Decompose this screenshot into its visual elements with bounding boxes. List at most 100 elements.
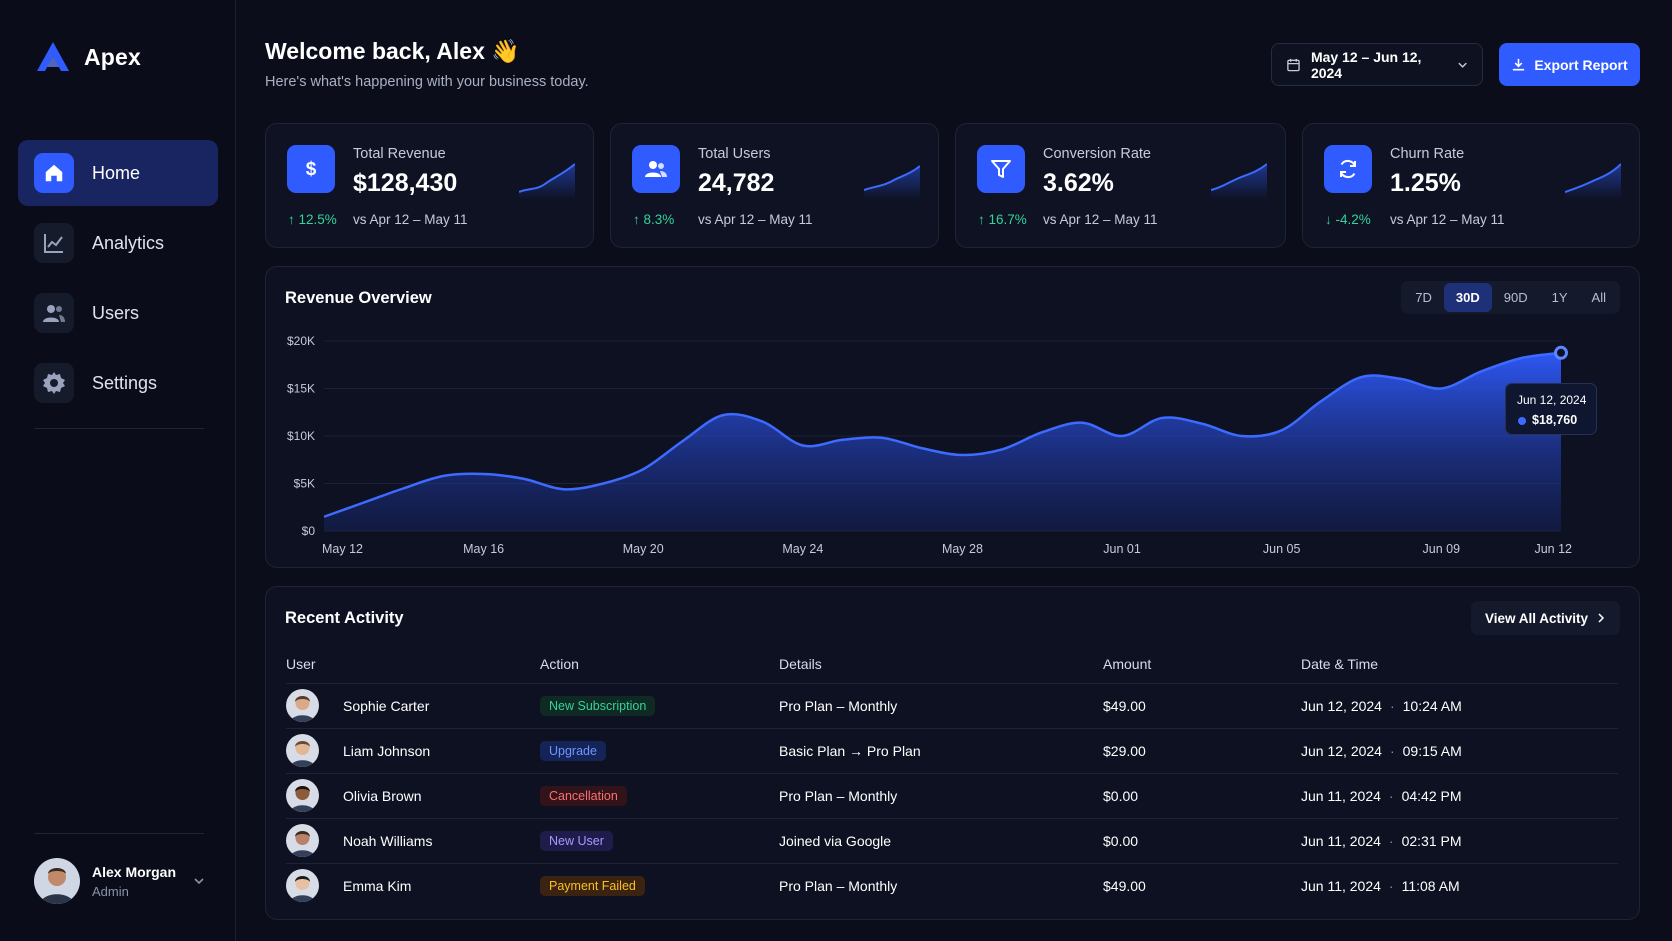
user-name[interactable]: Noah Williams (343, 832, 433, 849)
dollar-icon: $ (287, 145, 335, 193)
datetime-cell: Jun 11, 2024 · 04:42 PM (1301, 773, 1618, 819)
user-name[interactable]: Emma Kim (343, 877, 412, 894)
column-header[interactable]: Amount (1103, 653, 1301, 684)
details-cell: Basic Plan → Pro Plan (779, 728, 1103, 774)
status-badge: Upgrade (540, 740, 606, 761)
tooltip-dot (1518, 417, 1526, 425)
kpi-comparison: vs Apr 12 – May 11 (1043, 212, 1158, 227)
user-name[interactable]: Sophie Carter (343, 697, 430, 714)
amount-cell: $49.00 (1103, 683, 1301, 729)
table-row[interactable]: Olivia Brown Cancellation Pro Plan – Month… (286, 773, 1618, 819)
table-row[interactable]: Sophie Carter New Subscription Pro Plan – … (286, 683, 1618, 729)
user-cell: Noah Williams (286, 818, 540, 864)
kpi-card-churn-rate[interactable]: Churn Rate 1.25% ↓ -4.2% vs Apr 12 – May… (1302, 123, 1640, 248)
range-tabs: 7D 30D 90D 1Y All (1401, 281, 1620, 314)
separator-dot: · (1388, 787, 1394, 804)
kpi-delta: ↑ 8.3% (633, 212, 675, 227)
table-header-row: User Action Details Amount Date & Time (286, 653, 1618, 684)
sidebar-item-settings[interactable]: Settings (18, 350, 218, 416)
column-header[interactable]: Details (779, 653, 1103, 684)
column-header[interactable]: Action (540, 653, 779, 684)
kpi-card-total-users[interactable]: Total Users 24,782 ↑ 8.3% vs Apr 12 – Ma… (610, 123, 939, 248)
sidebar-item-label: Users (92, 302, 140, 323)
brand[interactable]: Apex (34, 40, 141, 74)
kpi-label: Total Revenue (353, 146, 446, 162)
tooltip-value: $18,760 (1532, 413, 1578, 427)
y-tick-label: $15K (287, 382, 315, 396)
kpi-delta: ↑ 16.7% (978, 212, 1027, 227)
view-all-activity-button[interactable]: View All Activity (1470, 601, 1620, 635)
date-range-picker[interactable]: May 12 – Jun 12, 2024 (1271, 43, 1483, 86)
user-name[interactable]: Olivia Brown (343, 787, 422, 804)
chart-tooltip: Jun 12, 2024 $18,760 (1505, 383, 1597, 435)
status-badge: Cancellation (540, 785, 627, 806)
avatar (286, 869, 319, 903)
action-cell: Payment Failed (540, 863, 779, 908)
user-name: Alex Morgan (92, 863, 177, 880)
x-tick-label: May 24 (782, 542, 823, 556)
x-tick-label: Jun 01 (1103, 542, 1141, 556)
column-header[interactable]: User (286, 653, 540, 684)
separator-dot: · (1388, 832, 1394, 849)
details-cell: Pro Plan – Monthly (779, 773, 1103, 819)
x-tick-label: May 20 (623, 542, 664, 556)
user-cell: Liam Johnson (286, 728, 540, 774)
user-menu[interactable]: Alex Morgan Admin (34, 858, 206, 904)
kpi-card-total-revenue[interactable]: $ Total Revenue $128,430 ↑ 12.5% vs Apr … (265, 123, 594, 248)
chevron-down-icon (1458, 62, 1467, 68)
table-row[interactable]: Liam Johnson Upgrade Basic Plan → Pro Plan… (286, 728, 1618, 774)
date-text: Jun 11, 2024 (1301, 832, 1381, 849)
sidebar-item-label: Home (92, 162, 141, 183)
datetime-cell: Jun 12, 2024 · 10:24 AM (1301, 683, 1618, 729)
sidebar-item-users[interactable]: Users (18, 280, 218, 346)
details-cell: Pro Plan – Monthly (779, 877, 898, 894)
user-cell: Sophie Carter (286, 683, 540, 729)
amount-cell: $29.00 (1103, 728, 1301, 774)
datetime-cell: Jun 11, 2024 · 11:08 AM (1301, 863, 1618, 908)
page-title: Welcome back, Alex 👋 (265, 38, 520, 64)
users-icon (632, 145, 680, 193)
kpi-comparison: vs Apr 12 – May 11 (1390, 212, 1505, 227)
time-text: 11:08 AM (1401, 877, 1460, 894)
column-header[interactable]: Date & Time (1301, 653, 1618, 684)
data-point-marker[interactable] (1554, 345, 1568, 360)
range-tab-1y[interactable]: 1Y (1551, 290, 1568, 305)
range-tab-30d[interactable]: 30D (1443, 283, 1492, 312)
calendar-icon (1287, 58, 1300, 71)
export-report-button[interactable]: Export Report (1499, 43, 1640, 86)
x-tick-label: May 12 (322, 542, 363, 556)
user-name[interactable]: Liam Johnson (343, 742, 431, 759)
date-text: Jun 11, 2024 (1301, 787, 1381, 804)
sparkline (1211, 163, 1267, 200)
avatar (286, 779, 319, 812)
amount-cell: $49.00 (1103, 877, 1146, 894)
details-cell: Pro Plan – Monthly (779, 683, 1103, 729)
sidebar-item-analytics[interactable]: Analytics (18, 210, 218, 276)
gear-icon (34, 363, 74, 403)
amount-cell: $0.00 (1103, 773, 1301, 819)
export-label: Export Report (1534, 56, 1628, 73)
view-all-label: View All Activity (1484, 610, 1588, 626)
range-tab-90d[interactable]: 90D (1503, 290, 1528, 305)
revenue-chart[interactable]: $0 $5K $10K $15K $20K May 12 May 16 May 20 May 2… (266, 267, 1641, 569)
table-row[interactable]: Noah Williams New User Joined via Google $0… (286, 818, 1618, 864)
panel-title: Recent Activity (285, 609, 404, 627)
chevron-down-icon[interactable] (192, 874, 206, 888)
range-tab-7d[interactable]: 7D (1415, 290, 1432, 305)
user-cell: Olivia Brown (286, 773, 540, 819)
sidebar-nav: Home Analytics Users Settings (18, 140, 218, 420)
table-row[interactable]: Emma Kim Payment Failed Pro Plan – Monthly… (286, 863, 1618, 908)
range-tab-all[interactable]: All (1591, 290, 1606, 305)
datetime-cell: Jun 11, 2024 · 02:31 PM (1301, 818, 1618, 864)
kpi-delta: ↓ -4.2% (1325, 212, 1371, 227)
users-icon (34, 293, 74, 333)
separator-dot: · (1389, 697, 1395, 714)
kpi-card-conversion-rate[interactable]: Conversion Rate 3.62% ↑ 16.7% vs Apr 12 … (955, 123, 1286, 248)
kpi-comparison: vs Apr 12 – May 11 (353, 212, 468, 227)
date-range-label: May 12 – Jun 12, 2024 (1310, 48, 1422, 81)
avatar (286, 734, 319, 767)
action-cell: New User (540, 818, 779, 864)
sidebar-item-home[interactable]: Home (18, 140, 218, 206)
sparkline (519, 163, 575, 200)
time-text: 02:31 PM (1401, 832, 1462, 849)
